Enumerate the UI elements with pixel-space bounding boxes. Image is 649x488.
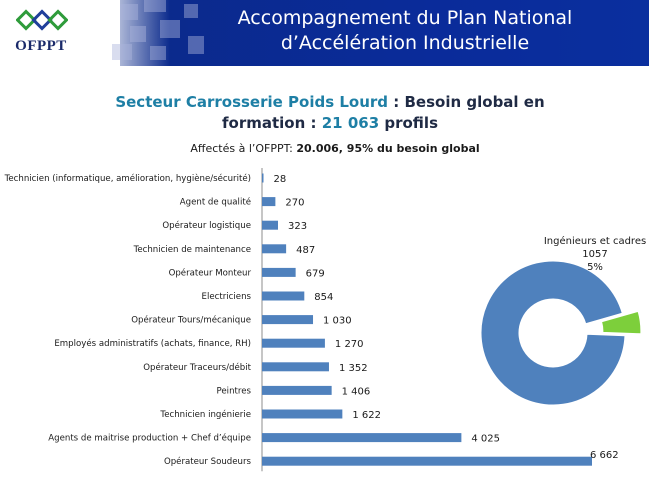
donut-slice-main	[480, 260, 626, 406]
title-line-1: Accompagnement du Plan National	[237, 7, 573, 29]
bar-11	[262, 433, 462, 443]
value-label-6: 1 030	[323, 316, 352, 327]
header-band	[120, 0, 649, 66]
bar-3	[262, 244, 287, 254]
value-label-5: 854	[314, 292, 333, 303]
category-label-7: Employés administratifs (achats, finance…	[54, 338, 251, 349]
bar-2	[262, 220, 278, 230]
logo-text: OFPPT	[15, 38, 67, 54]
slide-header: OFPPT Accompagnement du Plan National d’…	[0, 0, 649, 66]
page-title: Accompagnement du Plan National d’Accélé…	[170, 6, 640, 56]
header-fade	[0, 0, 170, 66]
bar-6	[262, 315, 314, 325]
category-label-11: Agents de maitrise production + Chef d’é…	[48, 433, 251, 444]
title-line-2: d’Accélération Industrielle	[280, 32, 530, 54]
category-label-8: Opérateur Traceurs/débit	[143, 362, 251, 373]
category-label-12: Opérateur Soudeurs	[164, 456, 252, 467]
ofppt-logo: OFPPT	[6, 6, 76, 58]
category-label-9: Peintres	[217, 386, 252, 396]
value-label-4: 679	[306, 268, 325, 279]
bar-0	[262, 173, 264, 183]
donut-chart: Ingénieurs et cadres 1057 5%	[480, 235, 646, 406]
category-label-2: Opérateur logistique	[162, 220, 251, 231]
category-label-10: Technicien ingénierie	[159, 409, 251, 420]
pie-label-name: Ingénieurs et cadres	[544, 235, 646, 247]
bar-4	[262, 267, 296, 277]
chart-subtitle: Secteur Carrosserie Poids Lourd : Besoin…	[60, 92, 600, 134]
subtitle-separator: :	[388, 93, 405, 111]
bar-9	[262, 385, 332, 395]
donut-slice-ingenieurs	[600, 310, 642, 335]
category-label-1: Agent de qualité	[180, 197, 251, 208]
value-label-0: 28	[274, 174, 287, 185]
bar-1	[262, 197, 276, 207]
value-label-12: 6 662	[590, 450, 619, 461]
value-label-9: 1 406	[342, 386, 371, 397]
note-prefix: Affectés à l’OFPPT:	[190, 142, 297, 155]
ofppt-share-note: Affectés à l’OFPPT: 20.006, 95% du besoi…	[90, 142, 580, 155]
bar-7	[262, 338, 325, 348]
header-decoration	[100, 0, 240, 66]
subtitle-line2-prefix: formation :	[221, 114, 322, 132]
category-label-3: Technicien de maintenance	[133, 245, 251, 255]
value-label-1: 270	[285, 198, 304, 209]
total-value: 21 063	[321, 114, 380, 132]
category-label-5: Electriciens	[202, 292, 252, 302]
subtitle-line2-suffix: profils	[379, 114, 438, 132]
value-label-10: 1 622	[352, 410, 381, 421]
value-label-11: 4 025	[471, 434, 500, 445]
logo-diamond-icon	[16, 9, 68, 31]
subtitle-need-prefix: Besoin global en	[404, 93, 545, 111]
value-label-3: 487	[296, 245, 315, 256]
value-label-7: 1 270	[335, 339, 364, 350]
category-label-4: Opérateur Monteur	[169, 267, 252, 278]
sector-name: Secteur Carrosserie Poids Lourd	[115, 93, 389, 111]
pie-label-value: 1057	[582, 249, 607, 260]
pie-label-percent: 5%	[587, 262, 603, 273]
value-label-2: 323	[288, 221, 307, 232]
category-label-0: Technicien (informatique, amélioration, …	[4, 173, 251, 184]
bar-12	[262, 456, 592, 466]
value-label-8: 1 352	[339, 363, 368, 374]
category-label-6: Opérateur Tours/mécanique	[131, 315, 251, 326]
bar-8	[262, 362, 329, 372]
bar-chart: Technicien (informatique, amélioration, …	[4, 168, 619, 472]
bar-5	[262, 291, 305, 301]
note-value: 20.006, 95% du besoin global	[296, 142, 480, 155]
bar-10	[262, 409, 343, 419]
